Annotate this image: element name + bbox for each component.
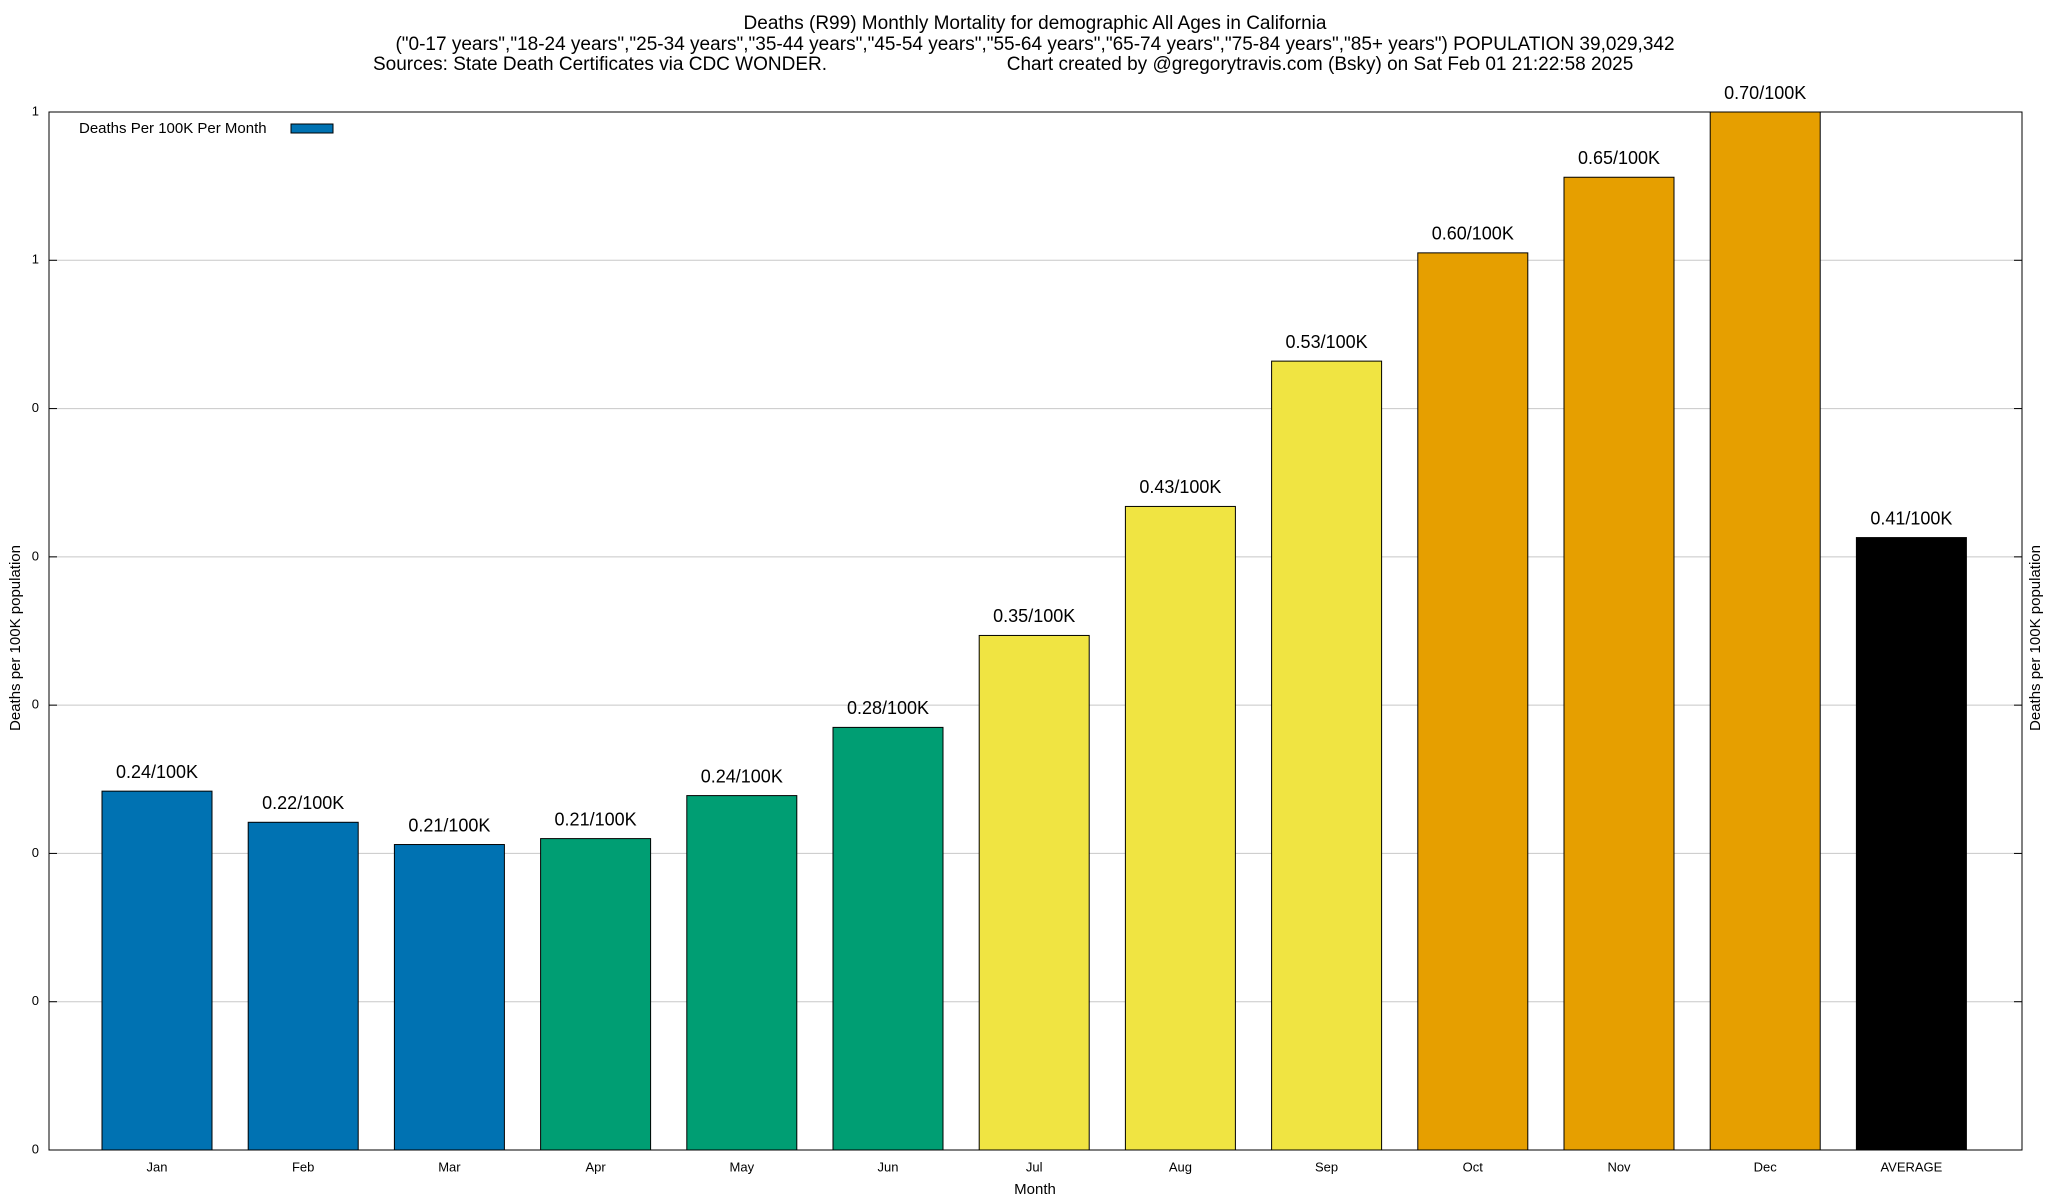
x-tick-label: Jun (878, 1159, 899, 1174)
chart-title: Deaths (R99) Monthly Mortality for demog… (744, 13, 1327, 34)
bar (1271, 360, 1383, 1151)
y2-axis-label: Deaths per 100K population (2027, 545, 2044, 731)
value-label: 0.35/100K (993, 606, 1075, 626)
bar (1417, 252, 1529, 1151)
bar (686, 795, 798, 1151)
chart-credit: Chart created by @gregorytravis.com (Bsk… (1007, 54, 1634, 75)
x-tick-label: Jul (1026, 1159, 1043, 1174)
bar (1709, 111, 1821, 1151)
y-tick-label: 1 (32, 252, 39, 267)
y-tick-label: 0 (32, 993, 39, 1008)
bar (1855, 537, 1967, 1151)
chart-sources: Sources: State Death Certificates via CD… (373, 54, 827, 75)
y-tick-label: 0 (32, 548, 39, 563)
value-label: 0.60/100K (1432, 224, 1514, 244)
y-tick-label: 1 (32, 103, 39, 118)
bar (540, 838, 652, 1151)
value-label: 0.43/100K (1139, 477, 1221, 497)
x-tick-label: AVERAGE (1880, 1159, 1942, 1174)
value-label: 0.28/100K (847, 698, 929, 718)
x-tick-label: Sep (1315, 1159, 1338, 1174)
value-label: 0.22/100K (262, 793, 344, 813)
bar (1124, 505, 1236, 1151)
bar (1563, 176, 1675, 1151)
value-label: 0.41/100K (1870, 508, 1952, 528)
x-tick-label: Nov (1607, 1159, 1631, 1174)
value-label: 0.21/100K (555, 809, 637, 829)
legend-swatch (290, 123, 334, 134)
x-tick-label: May (730, 1159, 755, 1174)
value-label: 0.65/100K (1578, 148, 1660, 168)
y-tick-label: 0 (32, 845, 39, 860)
y-axis-label: Deaths per 100K population (7, 545, 24, 731)
y-tick-label: 0 (32, 697, 39, 712)
x-tick-label: Apr (585, 1159, 606, 1174)
bar (978, 634, 1090, 1151)
bar (247, 821, 359, 1151)
x-tick-label: Jan (147, 1159, 168, 1174)
x-tick-label: Feb (292, 1159, 314, 1174)
bar (832, 726, 944, 1151)
bar (101, 790, 213, 1151)
value-label: 0.24/100K (701, 766, 783, 786)
legend-label: Deaths Per 100K Per Month (79, 120, 267, 137)
chart-subtitle: ("0-17 years","18-24 years","25-34 years… (395, 34, 1674, 55)
x-tick-label: Dec (1754, 1159, 1778, 1174)
x-tick-label: Oct (1463, 1159, 1484, 1174)
x-tick-label: Mar (438, 1159, 461, 1174)
bar (393, 844, 505, 1151)
value-label: 0.21/100K (408, 815, 490, 835)
x-axis-label: Month (1014, 1181, 1056, 1198)
value-label: 0.24/100K (116, 762, 198, 782)
x-tick-label: Aug (1169, 1159, 1192, 1174)
value-label: 0.70/100K (1724, 83, 1806, 103)
y-tick-label: 0 (32, 1141, 39, 1156)
value-label: 0.53/100K (1286, 332, 1368, 352)
y-tick-label: 0 (32, 400, 39, 415)
